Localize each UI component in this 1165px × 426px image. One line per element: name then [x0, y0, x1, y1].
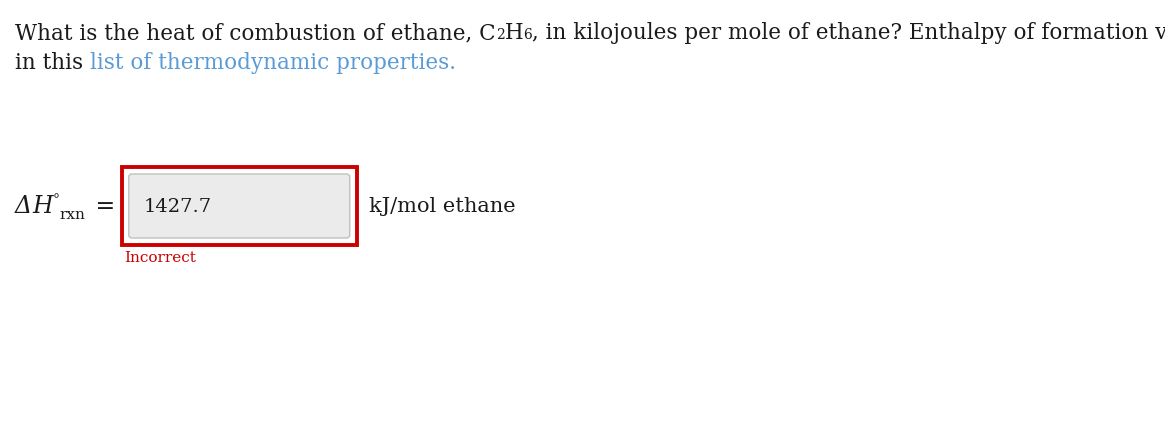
- Text: °: °: [52, 193, 59, 207]
- Text: 1427.7: 1427.7: [143, 198, 212, 216]
- Text: 6: 6: [523, 28, 532, 42]
- Text: in this: in this: [15, 52, 90, 74]
- Text: =: =: [89, 195, 115, 218]
- Text: 2: 2: [495, 28, 504, 42]
- Text: Incorrect: Incorrect: [123, 250, 196, 265]
- Text: rxn: rxn: [59, 207, 85, 222]
- Text: What is the heat of combustion of ethane, C: What is the heat of combustion of ethane…: [15, 22, 495, 44]
- Text: Δ: Δ: [15, 195, 31, 218]
- Text: H: H: [31, 195, 52, 218]
- FancyBboxPatch shape: [122, 167, 356, 245]
- Text: H: H: [504, 22, 523, 44]
- FancyBboxPatch shape: [129, 175, 350, 239]
- Text: , in kilojoules per mole of ethane? Enthalpy of formation values can be found: , in kilojoules per mole of ethane? Enth…: [532, 22, 1165, 44]
- Text: list of thermodynamic properties.: list of thermodynamic properties.: [90, 52, 456, 74]
- Text: kJ/mol ethane: kJ/mol ethane: [369, 197, 515, 216]
